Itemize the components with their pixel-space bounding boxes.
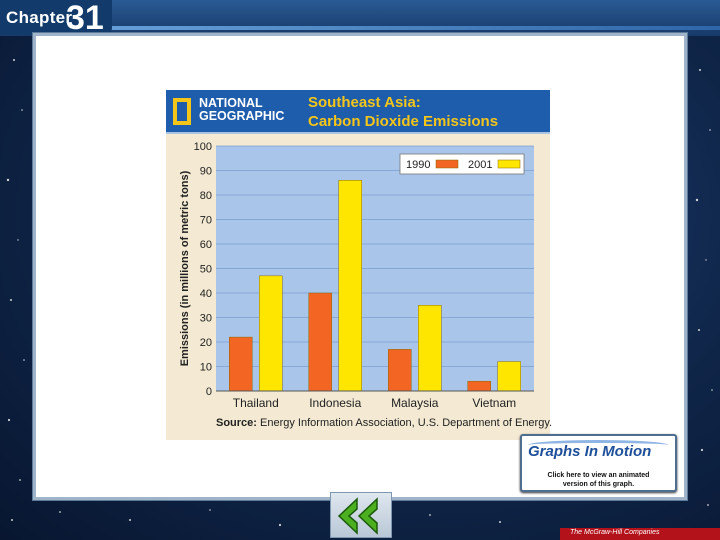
- chapter-number: 31: [66, 0, 104, 37]
- y-tick-label: 70: [200, 215, 212, 227]
- publisher-line-1: NATIONAL: [199, 96, 263, 110]
- x-tick-label: Indonesia: [309, 396, 361, 410]
- y-axis-label: Emissions (in millions of metric tons): [179, 170, 191, 366]
- y-tick-label: 100: [194, 141, 212, 153]
- bar-1990-malaysia: [388, 349, 412, 392]
- graphs-in-motion-subtitle: Click here to view an animated version o…: [522, 471, 675, 489]
- legend-box: [399, 153, 525, 175]
- double-left-arrow-icon: [337, 497, 378, 535]
- legend-label-2001: 2001: [468, 159, 492, 171]
- y-tick-label: 40: [200, 288, 212, 300]
- y-tick-label: 20: [200, 337, 212, 349]
- y-tick-label: 30: [200, 313, 212, 325]
- bar-2001-indonesia: [338, 180, 362, 392]
- legend-label-1990: 1990: [406, 159, 430, 171]
- publisher-name: NATIONAL GEOGRAPHIC: [199, 97, 299, 123]
- publisher-footer: The McGraw-Hill Companies: [560, 528, 720, 540]
- bar-chart: 0 10 20 30 40 50 60 70 80 90 100 Emissions (in mill…: [179, 141, 534, 410]
- legend-swatch-1990: [435, 159, 459, 169]
- x-tick-label: Thailand: [233, 396, 279, 410]
- chart-title-line-2: Carbon Dioxide Emissions: [308, 113, 499, 130]
- x-tick-label: Malaysia: [391, 396, 439, 410]
- legend-swatch-2001: [497, 159, 521, 169]
- y-tick-label: 90: [200, 166, 212, 178]
- bar-2001-malaysia: [418, 305, 442, 392]
- chart-source: Source: Energy Information Association, …: [216, 417, 552, 429]
- bar-1990-indonesia: [308, 292, 332, 392]
- chapter-badge: Chapter 31: [0, 0, 112, 37]
- motion-swoosh-icon: [528, 440, 668, 450]
- bar-1990-vietnam: [467, 380, 491, 392]
- publisher-line-2: GEOGRAPHIC: [199, 109, 285, 123]
- bar-2001-thailand: [259, 275, 283, 392]
- header-band: [0, 0, 720, 36]
- y-tick-label: 80: [200, 190, 212, 202]
- header-accent-line: [0, 26, 720, 30]
- chart-title: Southeast Asia: Carbon Dioxide Emissions: [308, 93, 544, 131]
- bar-2001-vietnam: [497, 361, 521, 392]
- y-tick-label: 10: [200, 362, 212, 374]
- back-button[interactable]: [330, 492, 392, 538]
- source-text: Energy Information Association, U.S. Dep…: [256, 417, 553, 429]
- publisher-footer-text: The McGraw-Hill Companies: [570, 529, 660, 536]
- chapter-label: Chapter: [6, 8, 73, 27]
- y-tick-label: 0: [206, 386, 212, 398]
- bar-1990-thailand: [229, 336, 253, 392]
- x-tick-label: Vietnam: [472, 396, 516, 410]
- national-geographic-logo: [173, 98, 191, 125]
- graphs-in-motion-title: Graphs In Motion: [528, 443, 652, 460]
- chart-title-line-1: Southeast Asia:: [308, 94, 421, 111]
- y-tick-label: 60: [200, 239, 212, 251]
- figure-banner: NATIONAL GEOGRAPHIC Southeast Asia: Carb…: [166, 90, 550, 134]
- source-label: Source:: [216, 417, 257, 429]
- graphs-in-motion-button[interactable]: Graphs In Motion Click here to view an a…: [520, 434, 677, 492]
- y-tick-label: 50: [200, 264, 212, 276]
- graphs-in-motion-subtitle-line-2: version of this graph.: [562, 481, 635, 488]
- chart-figure: NATIONAL GEOGRAPHIC Southeast Asia: Carb…: [166, 90, 552, 440]
- graphs-in-motion-subtitle-line-1: Click here to view an animated: [547, 472, 650, 479]
